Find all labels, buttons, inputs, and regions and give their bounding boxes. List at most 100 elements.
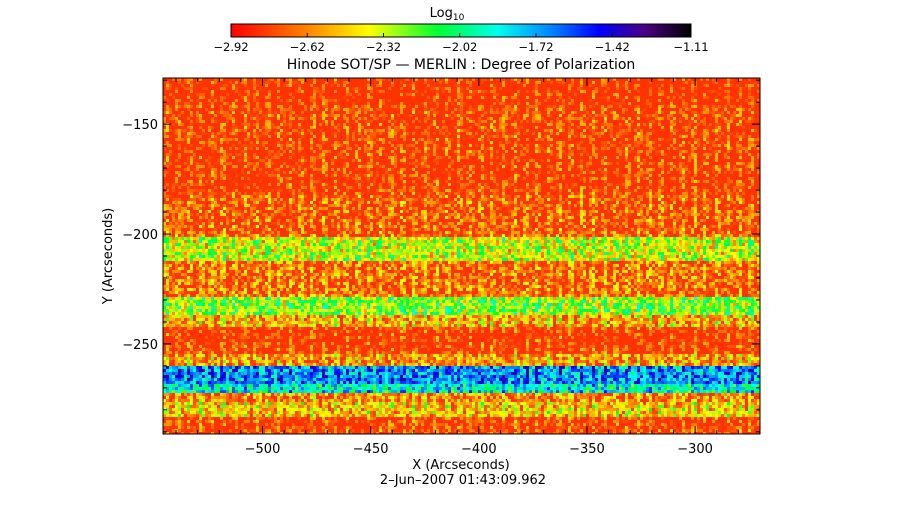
heatmap-cell [325,228,328,231]
heatmap-cell [529,159,532,162]
heatmap-cell [721,132,724,135]
heatmap-cell [277,153,280,156]
heatmap-cell [640,171,643,174]
heatmap-cell [703,192,706,195]
heatmap-cell [517,78,520,81]
heatmap-cell [679,237,682,240]
heatmap-cell [376,228,379,231]
heatmap-cell [712,216,715,219]
heatmap-cell [685,207,688,210]
heatmap-cell [358,228,361,231]
heatmap-cell [472,153,475,156]
heatmap-cell [730,234,733,237]
heatmap-cell [652,204,655,207]
heatmap-cell [712,105,715,108]
heatmap-cell [289,225,292,228]
heatmap-cell [517,114,520,117]
heatmap-cell [379,198,382,201]
heatmap-cell [496,225,499,228]
heatmap-cell [202,237,205,240]
heatmap-cell [739,216,742,219]
heatmap-cell [496,165,499,168]
heatmap-cell [187,135,190,138]
heatmap-cell [718,225,721,228]
heatmap-cell [163,96,166,99]
heatmap-cell [241,129,244,132]
heatmap-cell [370,108,373,111]
heatmap-cell [526,207,529,210]
heatmap-cell [376,108,379,111]
heatmap-cell [730,219,733,222]
heatmap-cell [712,90,715,93]
heatmap-cell [424,129,427,132]
heatmap-cell [238,213,241,216]
heatmap-cell [223,156,226,159]
heatmap-cell [445,168,448,171]
heatmap-cell [679,207,682,210]
heatmap-cell [505,180,508,183]
heatmap-cell [661,210,664,213]
heatmap-cell [163,147,166,150]
heatmap-cell [382,198,385,201]
heatmap-cell [697,213,700,216]
heatmap-cell [682,174,685,177]
heatmap-cell [469,234,472,237]
chart-title: Hinode SOT/SP — MERLIN : Degree of Polar… [287,57,636,73]
heatmap-cell [526,195,529,198]
heatmap-cell [346,189,349,192]
heatmap-cell [496,183,499,186]
heatmap-cell [715,96,718,99]
heatmap-cell [691,231,694,234]
heatmap-cell [466,204,469,207]
heatmap-cell [316,180,319,183]
heatmap-cell [601,195,604,198]
heatmap-cell [271,174,274,177]
heatmap-cell [595,219,598,222]
heatmap-cell [523,207,526,210]
heatmap-cell [721,222,724,225]
heatmap-cell [316,144,319,147]
heatmap-cell [415,222,418,225]
heatmap-cell [223,126,226,129]
heatmap-cell [427,126,430,129]
heatmap-cell [736,150,739,153]
heatmap-cell [301,156,304,159]
heatmap-cell [190,183,193,186]
heatmap-cell [493,87,496,90]
heatmap-cell [271,231,274,234]
heatmap-cell [553,111,556,114]
heatmap-cell [196,138,199,141]
heatmap-cell [382,219,385,222]
heatmap-cell [238,159,241,162]
heatmap-cell [715,99,718,102]
heatmap-cell [430,186,433,189]
heatmap-cell [220,195,223,198]
heatmap-cell [493,216,496,219]
heatmap-cell [274,174,277,177]
heatmap-cell [442,195,445,198]
heatmap-cell [412,96,415,99]
heatmap-cell [556,213,559,216]
heatmap-cell [505,129,508,132]
heatmap-cell [580,165,583,168]
heatmap-cell [187,117,190,120]
heatmap-cell [727,216,730,219]
heatmap-cell [718,201,721,204]
heatmap-cell [739,147,742,150]
heatmap-cell [613,207,616,210]
heatmap-cell [412,120,415,123]
heatmap-cell [253,198,256,201]
heatmap-cell [568,216,571,219]
heatmap-cell [706,96,709,99]
heatmap-cell [382,78,385,81]
heatmap-cell [493,180,496,183]
heatmap-cell [658,150,661,153]
heatmap-cell [310,183,313,186]
heatmap-cell [331,99,334,102]
heatmap-cell [322,222,325,225]
heatmap-cell [304,213,307,216]
heatmap-cell [220,198,223,201]
heatmap-cell [652,120,655,123]
heatmap-cell [658,87,661,90]
